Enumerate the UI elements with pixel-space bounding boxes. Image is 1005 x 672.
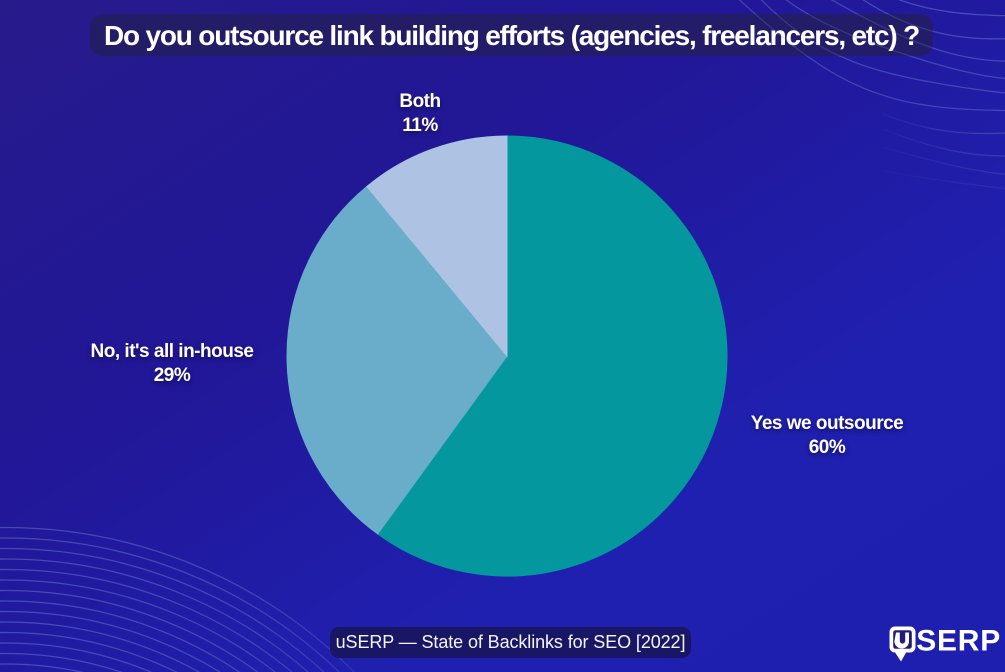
svg-text:SERP: SERP	[916, 625, 1001, 658]
